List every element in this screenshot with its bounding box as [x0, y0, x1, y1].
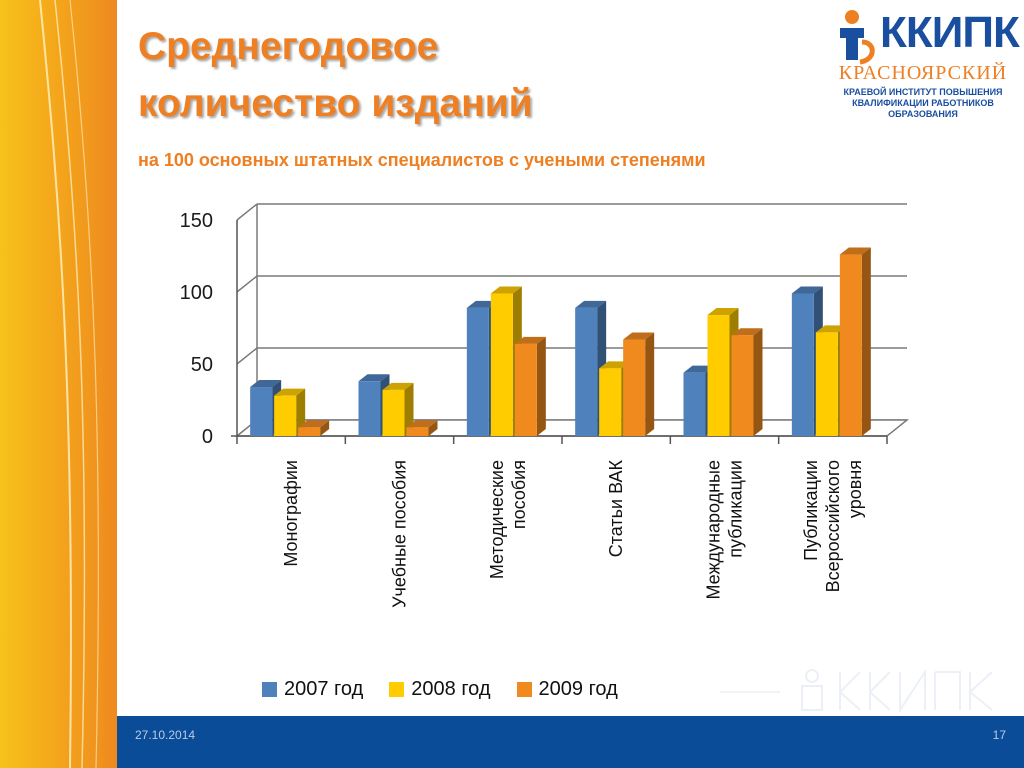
bar-top	[514, 336, 546, 344]
bar-top	[791, 286, 823, 294]
bar	[791, 293, 814, 436]
legend-item-2009: 2009 год	[516, 678, 618, 701]
bar	[575, 307, 598, 436]
gridline-side	[236, 203, 258, 221]
logo-institute-line1: КРАЕВОЙ ИНСТИТУТ ПОВЫШЕНИЯ	[843, 87, 1003, 97]
side-band-curves	[39, 0, 100, 768]
bar	[274, 395, 297, 436]
bar-top	[683, 365, 715, 373]
logo-institute-line2: КВАЛИФИКАЦИИ РАБОТНИКОВ	[852, 98, 994, 108]
bar-top	[298, 420, 330, 428]
y-tick-label: 150	[180, 210, 213, 232]
logo-city: КРАСНОЯРСКИЙ	[838, 62, 1008, 84]
legend-swatch-2007	[262, 682, 277, 697]
gridline-side	[236, 347, 258, 365]
category-label: Международные публикации	[704, 460, 746, 600]
bar-top	[731, 328, 763, 336]
bar-top	[839, 247, 871, 255]
logo-figure-icon	[840, 10, 875, 65]
decorative-side-band	[0, 0, 117, 768]
bar-side	[536, 336, 546, 436]
bar-top	[815, 325, 847, 333]
bar	[358, 381, 381, 436]
bar-top	[466, 300, 498, 308]
bar	[514, 343, 537, 436]
gridline-side	[236, 275, 258, 293]
bar	[406, 427, 429, 436]
slide-title-line2: количество изданий	[138, 82, 533, 125]
bar-top	[382, 382, 414, 390]
legend-item-2007: 2007 год	[262, 678, 363, 701]
category-label-line: Международные	[704, 460, 724, 600]
legend-swatch-2009	[516, 682, 532, 697]
bar-top	[623, 332, 655, 340]
slide-title-line1: Среднегодовое	[138, 25, 439, 68]
legend-swatch-2008	[389, 682, 405, 697]
bar	[599, 368, 622, 436]
bar-side	[404, 382, 414, 436]
category-label: Статьи ВАК	[606, 459, 626, 557]
bar-top	[250, 380, 282, 388]
bar-top	[575, 300, 607, 308]
bar-top	[707, 308, 739, 316]
logo-institute-name: КРАЕВОЙ ИНСТИТУТ ПОВЫШЕНИЯ КВАЛИФИКАЦИИ …	[828, 87, 1018, 120]
slide-footer: 27.10.2014 17	[117, 716, 1024, 768]
bar	[466, 307, 489, 436]
y-tick-label: 0	[202, 426, 213, 448]
bar-chart: 0 50 100 150 Монографии Учебные пособия Методи…	[180, 203, 910, 608]
kipk-logo: ККИПК КРАСНОЯРСКИЙ КРАЕВОЙ ИНСТИТУТ ПОВЫ…	[828, 4, 1024, 122]
category-label-line: пособия	[509, 460, 529, 529]
bar-side	[861, 247, 871, 436]
category-label: Монографии	[281, 460, 301, 567]
legend-item-2008: 2008 год	[389, 678, 491, 701]
slide-subtitle: на 100 основных штатных специалистов с у…	[138, 150, 706, 170]
bar-top	[599, 361, 631, 369]
category-label-line: Учебные пособия	[390, 460, 410, 608]
bar-top	[406, 420, 438, 428]
category-label: Публикации Всероссийского уровня	[801, 460, 865, 592]
legend-label-2007: 2007 год	[284, 678, 364, 700]
bar	[683, 372, 706, 436]
logo-watermark	[720, 668, 993, 714]
category-label-line: уровня	[845, 460, 865, 518]
logo-wordmark: ККИПК	[880, 8, 1020, 57]
slide-title: Среднегодовое количество изданий	[138, 18, 533, 132]
bar	[623, 339, 646, 436]
logo-institute-line3: ОБРАЗОВАНИЯ	[888, 109, 958, 119]
bar	[815, 332, 838, 436]
bar	[707, 315, 730, 436]
bar-side	[645, 332, 655, 436]
legend-label-2009: 2009 год	[538, 678, 618, 700]
chart-legend: 2007 год 2008 год 2009 год	[262, 678, 618, 701]
bar	[490, 293, 513, 436]
footer-date: 27.10.2014	[135, 728, 196, 742]
category-label-line: публикации	[726, 460, 746, 558]
bar	[731, 335, 754, 436]
category-label: Учебные пособия	[390, 460, 410, 608]
category-label: Методические пособия	[487, 460, 529, 579]
category-label-line: Публикации	[801, 460, 821, 561]
category-label-line: Монографии	[281, 460, 301, 567]
bar	[839, 254, 862, 436]
legend-label-2008: 2008 год	[411, 678, 491, 700]
category-label-line: Статьи ВАК	[606, 459, 626, 557]
bar-top	[274, 388, 306, 396]
bar	[250, 387, 273, 436]
bar-top	[358, 374, 390, 382]
bar-top	[490, 286, 522, 294]
y-tick-label: 50	[191, 354, 213, 376]
bar-side	[428, 420, 438, 436]
bar	[298, 427, 321, 436]
category-label-line: Методические	[487, 460, 507, 579]
y-tick-label: 100	[180, 282, 213, 304]
bar	[382, 389, 405, 436]
bar-side	[320, 420, 330, 436]
category-label-line: Всероссийского	[823, 460, 843, 592]
footer-page-number: 17	[992, 728, 1006, 742]
bar-side	[753, 328, 763, 436]
